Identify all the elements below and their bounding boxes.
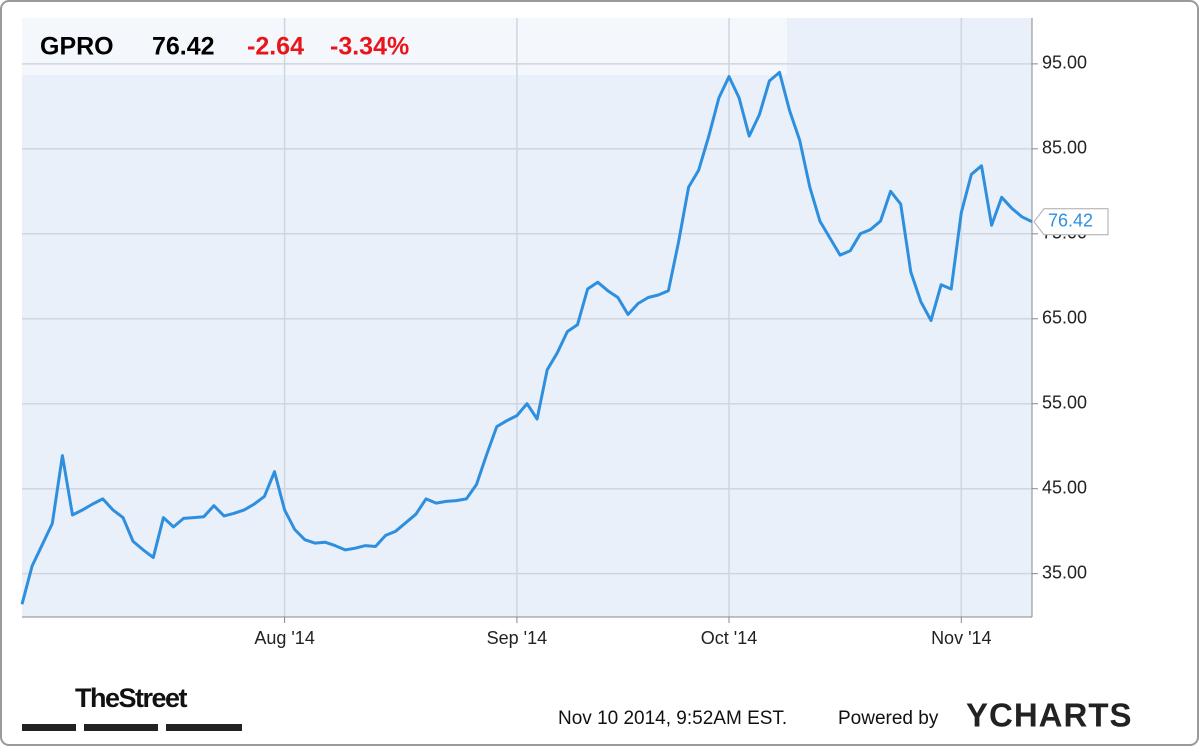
ticker: GPRO: [40, 33, 114, 61]
timestamp: Nov 10 2014, 9:52AM EST.: [558, 708, 787, 729]
marks: [20, 70, 1033, 605]
powered-by: Powered by: [838, 708, 939, 729]
brand: TheStreet: [75, 683, 188, 713]
change-percent: -3.34%: [330, 33, 409, 61]
x-tick-label: Aug '14: [254, 628, 315, 648]
y-tick-label: 45.00: [1042, 477, 1087, 497]
price-line: [20, 70, 1033, 605]
last-price-label: 76.42: [1048, 210, 1093, 230]
last-price-callout: [1033, 208, 1109, 236]
brand-bar: [166, 724, 242, 731]
brand-bar: [22, 724, 76, 731]
price: 76.42: [152, 33, 215, 61]
y-tick-label: 55.00: [1042, 392, 1087, 412]
y-tick-label: 85.00: [1042, 138, 1087, 158]
y-tick-label: 35.00: [1042, 562, 1087, 582]
change: -2.64: [247, 33, 304, 61]
x-tick-label: Oct '14: [701, 628, 757, 648]
y-tick-label: 95.00: [1042, 53, 1087, 73]
y-tick-label: 65.00: [1042, 308, 1087, 328]
header-band: [22, 18, 787, 75]
brand-bar: [84, 724, 158, 731]
x-tick-label: Sep '14: [487, 628, 548, 648]
x-tick-label: Nov '14: [931, 628, 991, 648]
ycharts-logo: YCHARTS: [966, 697, 1133, 734]
